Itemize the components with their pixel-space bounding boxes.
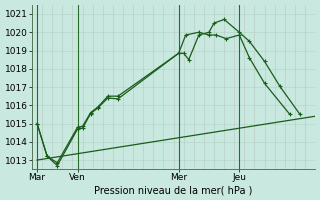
X-axis label: Pression niveau de la mer( hPa ): Pression niveau de la mer( hPa ): [94, 185, 253, 195]
